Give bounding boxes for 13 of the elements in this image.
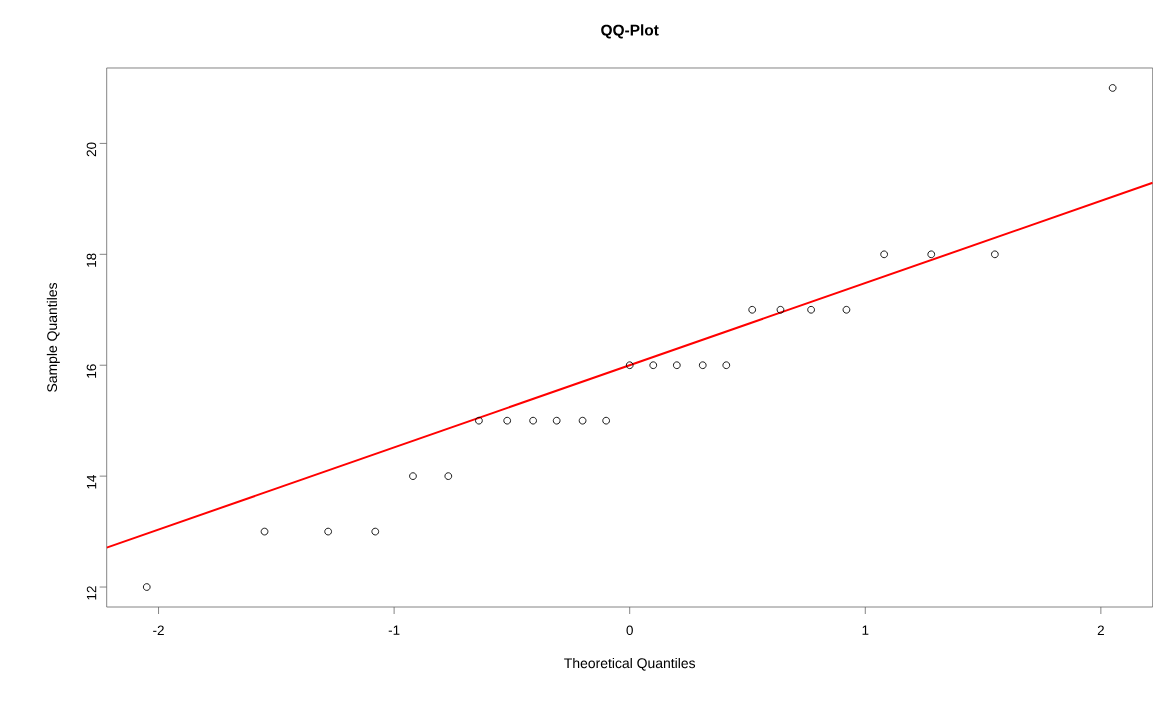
x-axis-title: Theoretical Quantiles (564, 657, 696, 671)
y-tick-label: 12 (86, 586, 97, 600)
x-tick-label: -2 (153, 625, 164, 635)
x-tick-label: 1 (862, 625, 869, 635)
y-tick-label: 16 (86, 364, 97, 378)
chart-title: QQ-Plot (601, 24, 659, 39)
y-axis-title: Sample Quantiles (46, 282, 60, 392)
x-tick-label: 0 (626, 625, 633, 636)
y-tick-label: 14 (86, 475, 97, 489)
y-tick-label: 20 (86, 142, 97, 157)
x-tick-label: 2 (1097, 625, 1104, 635)
x-tick-label: -1 (388, 625, 400, 635)
y-tick-label: 18 (86, 253, 97, 267)
